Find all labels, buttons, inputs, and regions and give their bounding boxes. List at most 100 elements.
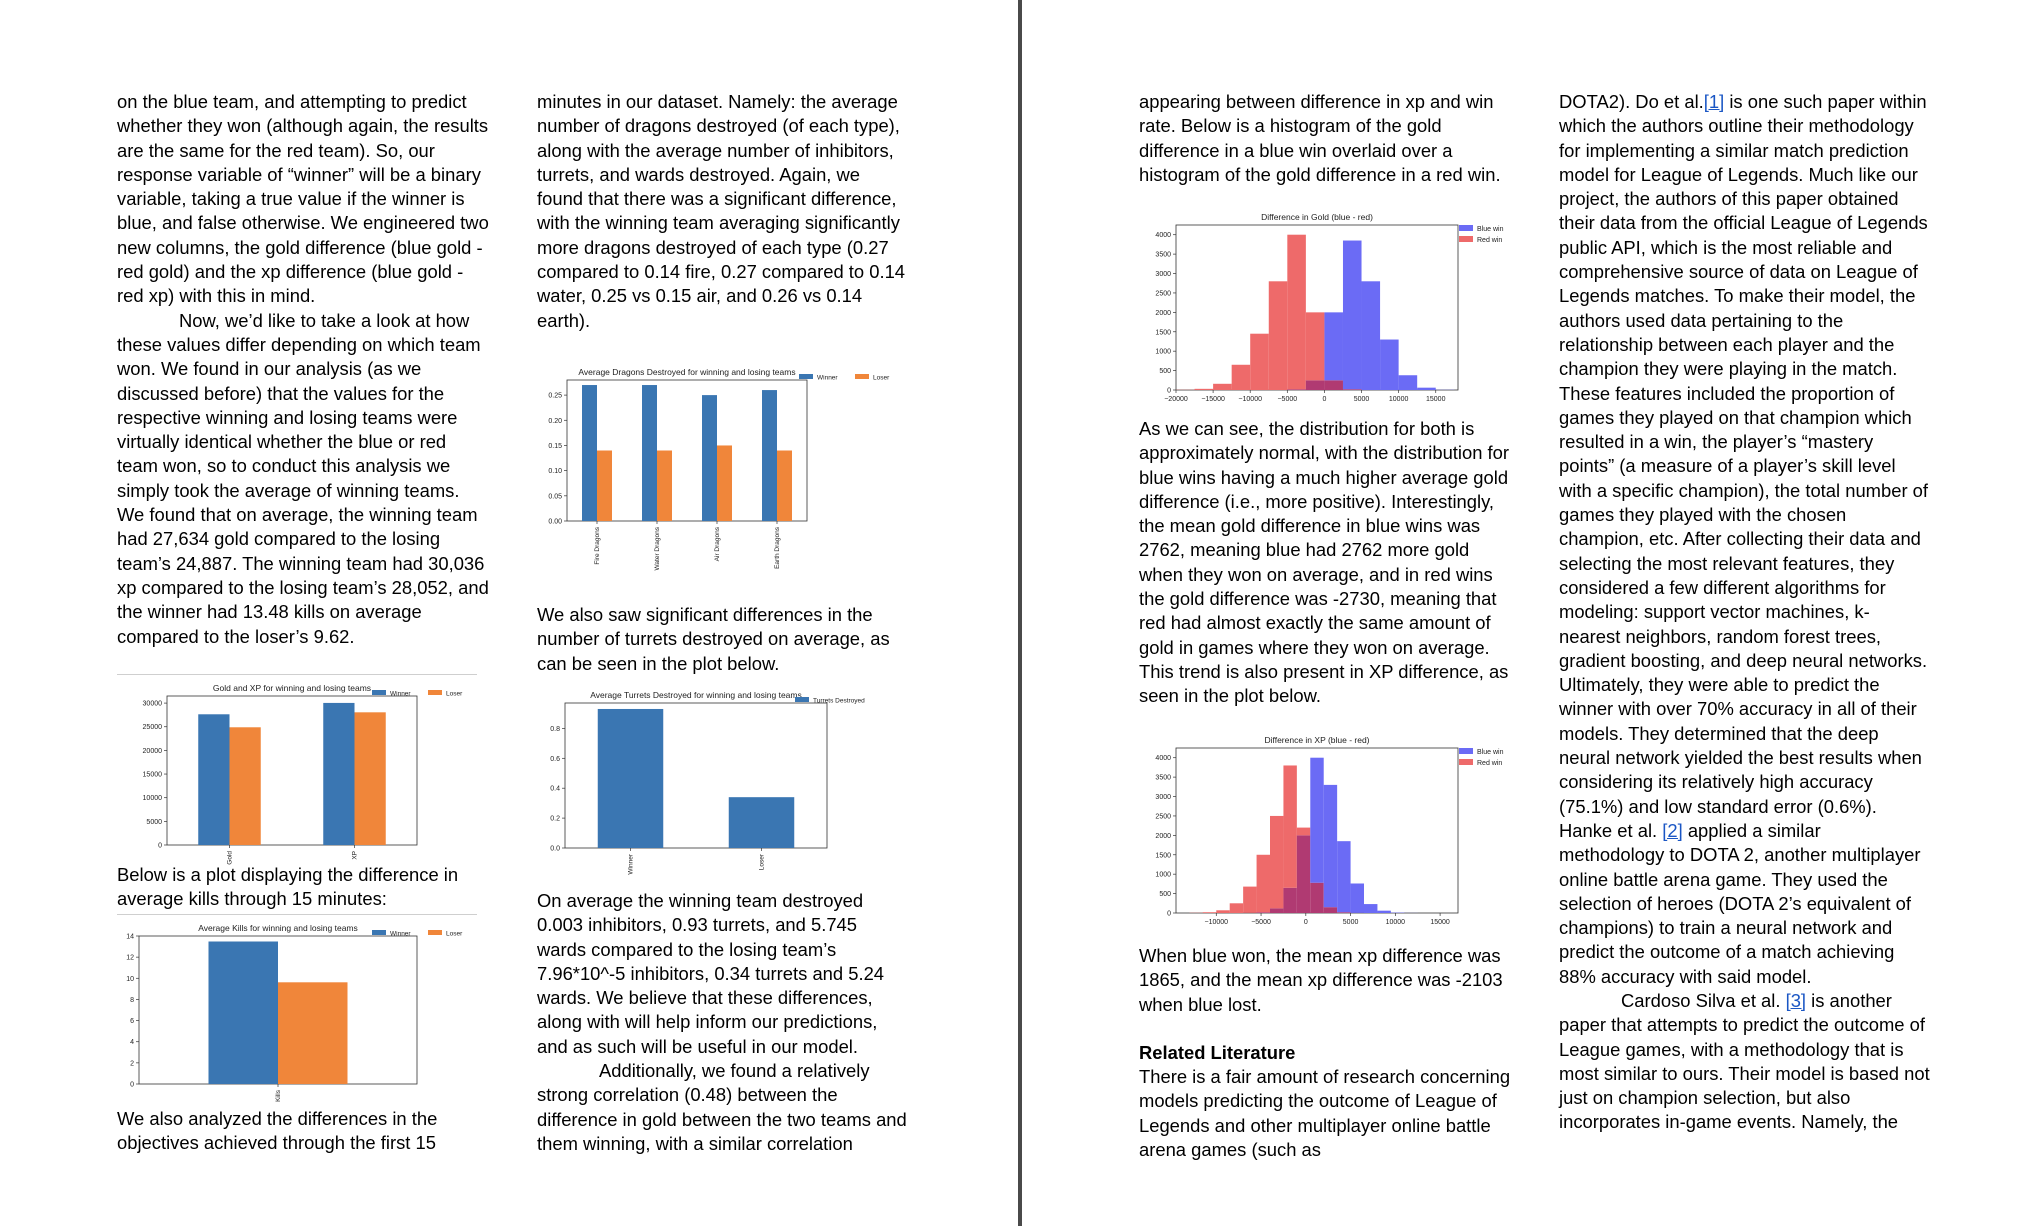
y-tick-label: 14 bbox=[126, 934, 134, 941]
hist-bar-red-win bbox=[1229, 903, 1244, 913]
section-heading: Related Literature bbox=[1139, 1041, 1296, 1063]
y-tick-label: 2000 bbox=[1155, 310, 1171, 317]
y-tick-label: 2500 bbox=[1155, 290, 1171, 297]
legend-label: Red win bbox=[1477, 760, 1502, 767]
hist-bar-blue-win bbox=[1380, 339, 1399, 390]
bar-turrets-destroyed bbox=[597, 708, 664, 848]
chart-kills: Average Kills for winning and losing tea… bbox=[117, 918, 489, 1102]
legend-label: Winner bbox=[817, 375, 838, 382]
y-tick-label: 5000 bbox=[146, 819, 162, 826]
bar-winner bbox=[208, 941, 278, 1084]
right-col-1: appearing between difference in xp and w… bbox=[1139, 90, 1511, 187]
bar-winner bbox=[702, 395, 717, 521]
hist-bar-red-win bbox=[1250, 333, 1269, 390]
chart-title: Average Turrets Destroyed for winning an… bbox=[590, 690, 802, 700]
x-tick-label: −10000 bbox=[1205, 919, 1229, 926]
text-run: is another paper that attempts to predic… bbox=[1559, 989, 1930, 1133]
y-tick-label: 10 bbox=[126, 976, 134, 983]
x-tick-label: −20000 bbox=[1164, 396, 1188, 403]
hist-overlap-bar bbox=[1324, 380, 1343, 390]
legend-swatch bbox=[855, 374, 869, 379]
legend-swatch bbox=[1459, 748, 1473, 754]
citation-link-1[interactable]: [1] bbox=[1703, 91, 1725, 112]
hist-bar-red-win bbox=[1305, 312, 1325, 381]
bar-loser bbox=[278, 982, 348, 1084]
left-col-1: on the blue team, and attempting to pred… bbox=[117, 90, 489, 649]
citation-link-3[interactable]: [3] bbox=[1785, 989, 1807, 1011]
divider-rule bbox=[117, 914, 477, 915]
legend-swatch bbox=[1459, 225, 1473, 231]
hist-bar-red-win bbox=[1256, 854, 1270, 913]
hist-overlap-bar bbox=[1296, 835, 1311, 913]
hist-bar-blue-win bbox=[1310, 757, 1324, 883]
y-tick-label: 12 bbox=[126, 955, 134, 962]
y-tick-label: 30000 bbox=[143, 701, 163, 708]
legend-swatch bbox=[428, 690, 442, 695]
chart-title: Difference in XP (blue - red) bbox=[1264, 735, 1369, 745]
x-tick-label: 10000 bbox=[1386, 919, 1406, 926]
y-tick-label: 2000 bbox=[1155, 833, 1171, 840]
legend-label: Blue win bbox=[1477, 226, 1504, 233]
paragraph: There is a fair amount of research conce… bbox=[1139, 1066, 1511, 1161]
y-tick-label: 0.00 bbox=[548, 519, 562, 526]
x-tick-label: Air Dragons bbox=[714, 526, 721, 561]
chart-title: Difference in Gold (blue - red) bbox=[1261, 212, 1373, 222]
hist-overlap-bar bbox=[1323, 907, 1338, 913]
hist-bar-red-win bbox=[1268, 281, 1288, 390]
y-tick-label: 15000 bbox=[143, 772, 163, 779]
left-col-2: minutes in our dataset. Namely: the aver… bbox=[537, 90, 909, 333]
x-tick-label: 5000 bbox=[1354, 396, 1370, 403]
x-tick-label: −15000 bbox=[1201, 396, 1225, 403]
bar-loser bbox=[717, 445, 732, 521]
x-tick-label: 0 bbox=[1322, 396, 1326, 403]
y-tick-label: 1000 bbox=[1155, 349, 1171, 356]
y-tick-label: 1500 bbox=[1155, 329, 1171, 336]
chart-xp-hist: Difference in XP (blue - red) 0 500 1000 150… bbox=[1139, 735, 1511, 932]
hist-bar-red-win bbox=[1194, 388, 1214, 390]
x-tick-label: 15000 bbox=[1430, 919, 1450, 926]
legend-label: Red win bbox=[1477, 237, 1502, 244]
left-col-1-end: We also analyzed the differences in the … bbox=[117, 1107, 489, 1156]
plot-frame bbox=[566, 379, 808, 522]
y-tick-label: 0.05 bbox=[548, 493, 562, 500]
left-col-1-mid: Below is a plot displaying the differenc… bbox=[117, 863, 489, 912]
legend-swatch bbox=[372, 930, 386, 935]
legend-swatch bbox=[428, 930, 442, 935]
x-tick-label: Winner bbox=[628, 853, 635, 874]
chart-title: Average Dragons Destroyed for winning an… bbox=[578, 367, 795, 377]
hist-overlap-bar bbox=[1305, 380, 1325, 390]
citation-link-2[interactable]: [2] bbox=[1662, 819, 1683, 841]
hist-bar-blue-win bbox=[1323, 784, 1338, 908]
y-tick-label: 2 bbox=[130, 1060, 134, 1067]
x-tick-label: −5000 bbox=[1251, 919, 1271, 926]
paragraph: Now, we’d like to take a look at how the… bbox=[117, 309, 489, 647]
legend-label: Loser bbox=[446, 931, 463, 938]
hist-bar-red-win bbox=[1216, 910, 1230, 913]
y-tick-label: 0.20 bbox=[548, 418, 562, 425]
right-col-2: DOTA2). Do et al.[1] is one such paper w… bbox=[1559, 90, 1931, 1135]
paragraph: DOTA2). Do et al.[1] is one such paper w… bbox=[1559, 90, 1931, 989]
plot-frame bbox=[166, 695, 418, 846]
hist-bar-red-win bbox=[1231, 364, 1251, 390]
x-tick-label: XP bbox=[352, 851, 359, 860]
y-tick-label: 3500 bbox=[1155, 252, 1171, 259]
page-right: appearing between difference in xp and w… bbox=[1022, 0, 2040, 1226]
legend-swatch bbox=[795, 697, 809, 702]
y-tick-label: 6 bbox=[130, 1018, 134, 1025]
x-tick-label: Loser bbox=[759, 853, 766, 870]
y-tick-label: 2500 bbox=[1155, 813, 1171, 820]
y-tick-label: 0.0 bbox=[550, 846, 560, 853]
x-tick-label: −10000 bbox=[1238, 396, 1262, 403]
paragraph: We also saw significant differences in t… bbox=[537, 604, 890, 674]
y-tick-label: 0.15 bbox=[548, 443, 562, 450]
paragraph: As we can see, the distribution for both… bbox=[1139, 418, 1510, 707]
bar-winner bbox=[198, 714, 230, 845]
legend-swatch bbox=[1459, 236, 1473, 242]
y-tick-label: 3000 bbox=[1155, 271, 1171, 278]
text-run: is one such paper within which the autho… bbox=[1559, 91, 1929, 841]
y-tick-label: 500 bbox=[1159, 368, 1171, 375]
y-tick-label: 4 bbox=[130, 1039, 134, 1046]
legend-swatch bbox=[372, 690, 386, 695]
y-tick-label: 0 bbox=[158, 843, 162, 850]
text-run: applied a similar methodology to DOTA 2,… bbox=[1559, 819, 1921, 987]
